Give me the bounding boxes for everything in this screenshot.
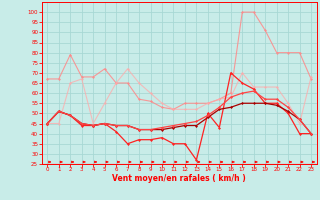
X-axis label: Vent moyen/en rafales ( km/h ): Vent moyen/en rafales ( km/h ): [112, 174, 246, 183]
